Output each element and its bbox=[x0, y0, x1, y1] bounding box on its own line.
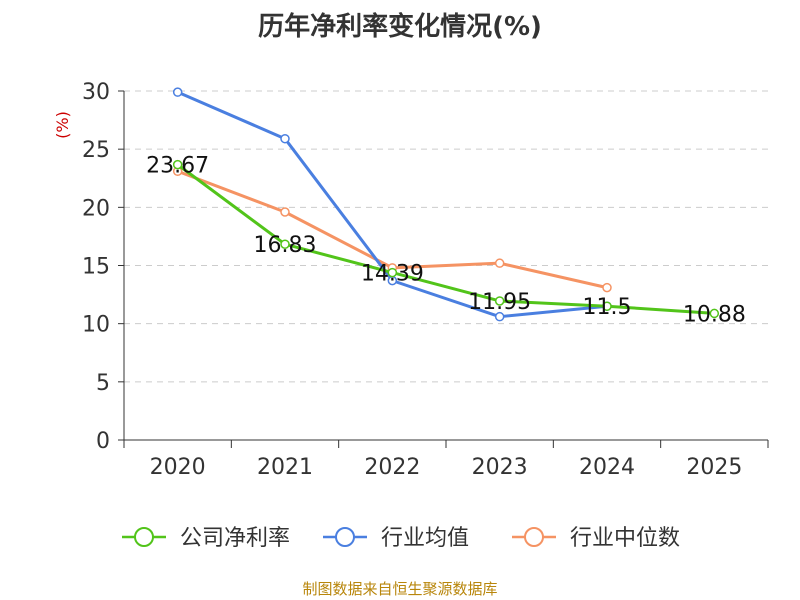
data-point bbox=[602, 282, 612, 293]
legend-marker-icon bbox=[134, 527, 154, 547]
legend: 公司净利率 行业均值 行业中位数 bbox=[122, 526, 680, 551]
x-tick-label: 2022 bbox=[364, 455, 420, 480]
y-axis-title: (%) bbox=[53, 111, 72, 139]
data-label: 16.83 bbox=[254, 233, 317, 258]
source-note: 制图数据来自恒生聚源数据库 bbox=[302, 580, 498, 598]
data-point bbox=[172, 159, 183, 170]
data-point bbox=[280, 133, 290, 144]
x-tick-label: 2023 bbox=[472, 455, 528, 480]
legend-marker-icon bbox=[335, 527, 355, 547]
data-point bbox=[494, 258, 505, 268]
series-line bbox=[176, 163, 715, 315]
y-tick-label: 0 bbox=[96, 429, 110, 454]
data-point bbox=[172, 87, 183, 97]
legend-label: 公司净利率 bbox=[180, 526, 290, 551]
legend-label: 行业中位数 bbox=[570, 526, 680, 551]
data-point bbox=[387, 267, 398, 278]
x-tick-label: 2020 bbox=[150, 455, 206, 480]
data-label: 10.88 bbox=[683, 302, 746, 327]
series-lines bbox=[172, 87, 720, 322]
legend-item[interactable]: 公司净利率 bbox=[122, 526, 290, 551]
data-point bbox=[494, 296, 505, 306]
data-point bbox=[494, 311, 505, 322]
chart-title: 历年净利率变化情况(%) bbox=[258, 12, 542, 42]
data-point bbox=[602, 301, 612, 311]
legend-item[interactable]: 行业中位数 bbox=[512, 526, 680, 551]
data-point bbox=[280, 207, 290, 217]
x-tick-label: 2025 bbox=[686, 455, 742, 480]
data-label: 11.95 bbox=[468, 290, 531, 315]
data-point bbox=[280, 239, 290, 249]
grid-lines bbox=[124, 90, 768, 383]
data-point bbox=[709, 308, 720, 319]
y-tick-label: 5 bbox=[96, 371, 110, 396]
x-tick-label: 2024 bbox=[579, 455, 635, 480]
y-tick-label: 20 bbox=[82, 196, 110, 221]
legend-marker-icon bbox=[524, 527, 544, 547]
y-tick-label: 25 bbox=[82, 138, 110, 163]
x-tick-label: 2021 bbox=[257, 455, 313, 480]
y-tick-label: 15 bbox=[82, 255, 110, 280]
data-label: 14.39 bbox=[361, 262, 424, 287]
data-label: 23.67 bbox=[146, 154, 209, 179]
y-tick-label: 10 bbox=[82, 313, 110, 338]
data-label: 11.5 bbox=[583, 295, 632, 320]
legend-item[interactable]: 行业均值 bbox=[323, 526, 469, 551]
y-tick-label: 30 bbox=[82, 80, 110, 105]
legend-label: 行业均值 bbox=[381, 526, 469, 551]
data-labels: 23.67 16.83 14.39 11.95 11.5 10.88 bbox=[146, 154, 746, 328]
